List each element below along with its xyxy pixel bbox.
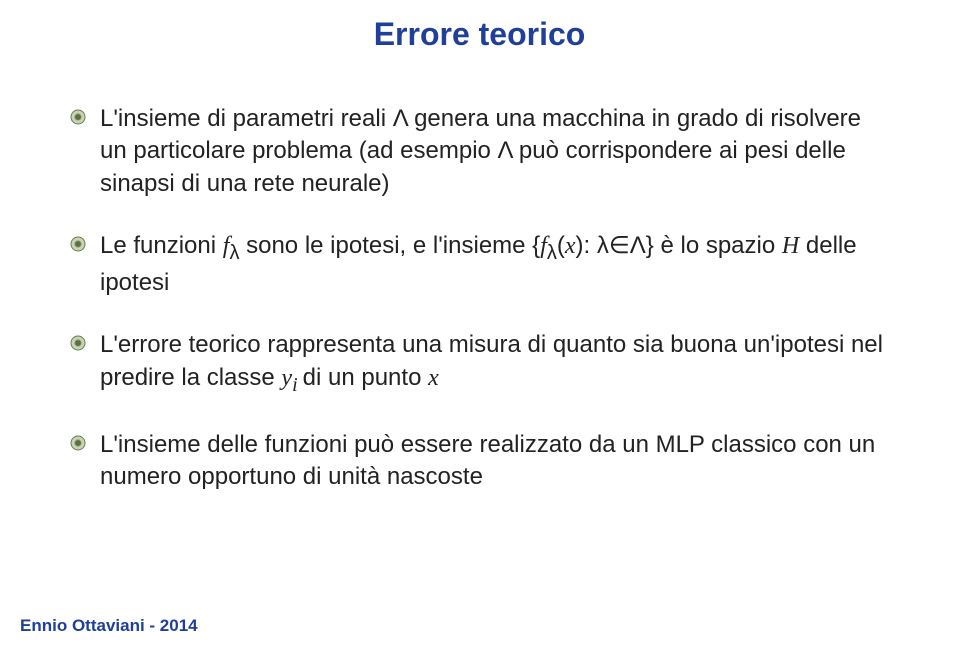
bullet-item: L'insieme delle funzioni può essere real… — [70, 429, 889, 494]
bullet-icon — [70, 435, 86, 456]
bullet-item: L'insieme di parametri reali Λ genera un… — [70, 103, 889, 200]
footer-author: Ennio Ottaviani - 2014 — [20, 616, 198, 636]
bullet-item: Le funzioni fλ sono le ipotesi, e l'insi… — [70, 230, 889, 299]
bullet-text: L'insieme di parametri reali Λ genera un… — [100, 103, 889, 200]
slide-content: L'insieme di parametri reali Λ genera un… — [0, 53, 959, 493]
bullet-text: L'errore teorico rappresenta una misura … — [100, 329, 889, 398]
slide-title: Errore teorico — [0, 0, 959, 53]
bullet-text: Le funzioni fλ sono le ipotesi, e l'insi… — [100, 230, 889, 299]
bullet-item: L'errore teorico rappresenta una misura … — [70, 329, 889, 398]
bullet-icon — [70, 335, 86, 356]
bullet-icon — [70, 109, 86, 130]
slide: Errore teorico L'insieme di parametri re… — [0, 0, 959, 650]
bullet-text: L'insieme delle funzioni può essere real… — [100, 429, 889, 494]
bullet-icon — [70, 236, 86, 257]
